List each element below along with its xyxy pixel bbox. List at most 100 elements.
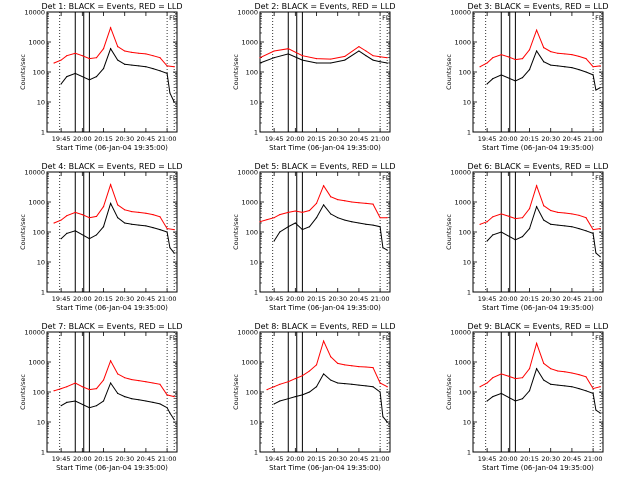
- events-data-point: [173, 101, 175, 103]
- y-tick-label: 10000: [237, 9, 258, 17]
- flag-marker: FL: [382, 14, 390, 22]
- x-tick-label: 20:45: [563, 135, 582, 143]
- lld-data-point: [124, 209, 126, 211]
- events-data-point: [308, 226, 311, 228]
- events-data-point: [486, 240, 488, 242]
- events-data-point: [315, 62, 318, 64]
- events-data-point: [337, 382, 339, 384]
- events-series-line: [486, 49, 601, 91]
- events-series-line: [259, 50, 388, 64]
- lld-data-point: [492, 57, 494, 59]
- events-data-point: [585, 390, 587, 392]
- lld-data-point: [578, 374, 580, 376]
- events-data-point: [124, 63, 126, 65]
- y-axis-label: Counts/sec: [19, 374, 27, 410]
- chart-panel-1: Det 1: BLACK = Events, RED = LLD 1 10 100 10…: [19, 2, 182, 152]
- y-tick-label: 10: [463, 259, 471, 267]
- events-series-line: [486, 367, 601, 414]
- plot-frame: [259, 11, 391, 133]
- lld-data-point: [102, 379, 105, 381]
- events-data-point: [543, 379, 545, 381]
- y-tick-label: 10000: [237, 329, 258, 337]
- plot-frame: [472, 331, 604, 453]
- events-data-point: [102, 226, 105, 228]
- events-data-point: [535, 368, 538, 370]
- events-data-point: [166, 72, 168, 74]
- events-data-point: [88, 79, 90, 81]
- lld-data-point: [138, 211, 140, 214]
- lld-data-point: [592, 229, 594, 231]
- events-data-point: [330, 213, 332, 215]
- lld-data-point: [152, 55, 154, 57]
- y-axis-label: Counts/sec: [445, 214, 453, 250]
- events-data-point: [308, 391, 311, 393]
- chart-panel-6: Det 6: BLACK = Events, RED = LLD 1 10 100 10…: [445, 162, 608, 312]
- events-data-point: [543, 219, 545, 221]
- events-data-point: [166, 407, 168, 409]
- lld-data-point: [337, 362, 339, 364]
- lld-data-point: [279, 214, 281, 216]
- chart-title: Det 1: BLACK = Events, RED = LLD: [42, 2, 183, 11]
- events-data-point: [279, 400, 281, 402]
- x-tick-label: 20:15: [307, 295, 326, 303]
- events-data-point: [595, 409, 597, 411]
- events-data-point: [535, 50, 538, 52]
- lld-data-point: [124, 50, 126, 52]
- lld-data-point: [74, 382, 76, 384]
- events-data-point: [273, 403, 275, 405]
- events-data-point: [102, 400, 105, 402]
- lld-data-point: [514, 377, 516, 380]
- lld-data-point: [535, 185, 538, 187]
- lld-data-point: [379, 56, 381, 58]
- lld-data-point: [159, 216, 161, 218]
- events-data-point: [386, 249, 388, 251]
- lld-data-point: [557, 211, 559, 214]
- x-tick-label: 20:00: [73, 135, 92, 143]
- lld-data-point: [109, 27, 112, 29]
- chart-panel-8: Det 8: BLACK = Events, RED = LLD 1 10 100 10…: [232, 322, 395, 472]
- lld-data-point: [124, 377, 126, 379]
- lld-data-point: [60, 59, 62, 61]
- events-data-point: [344, 59, 346, 61]
- events-data-point: [138, 399, 140, 401]
- lld-data-point: [102, 206, 105, 208]
- lld-data-point: [173, 229, 175, 231]
- events-data-point: [365, 385, 367, 387]
- events-data-point: [382, 416, 384, 418]
- events-data-point: [173, 419, 175, 421]
- lld-data-point: [535, 29, 538, 31]
- events-data-point: [60, 83, 62, 85]
- lld-series-line: [53, 26, 175, 68]
- lld-data-point: [571, 213, 573, 215]
- lld-data-point: [351, 201, 353, 203]
- lld-data-point: [379, 217, 381, 219]
- events-data-point: [578, 227, 580, 230]
- lld-data-point: [564, 212, 566, 214]
- lld-data-point: [266, 389, 268, 391]
- events-data-point: [550, 223, 552, 225]
- events-data-point: [521, 236, 524, 238]
- lld-data-point: [95, 57, 98, 59]
- flag-marker: FL: [595, 14, 603, 22]
- events-data-point: [358, 222, 360, 224]
- lld-data-point: [571, 372, 573, 374]
- lld-data-point: [535, 342, 538, 344]
- events-data-point: [382, 247, 384, 249]
- plot-frame: [472, 11, 604, 133]
- events-data-point: [152, 67, 154, 70]
- y-tick-label: 1: [467, 129, 471, 137]
- x-tick-label: 21:00: [158, 455, 177, 463]
- lld-data-point: [550, 209, 552, 212]
- events-data-point: [521, 398, 524, 400]
- chart-panel-5: Det 5: BLACK = Events, RED = LLD 1 10 100 10…: [232, 162, 395, 312]
- x-tick-label: 20:15: [520, 455, 539, 463]
- lld-data-point: [564, 53, 566, 55]
- x-tick-label: 21:00: [584, 295, 603, 303]
- events-data-point: [273, 57, 275, 59]
- events-data-point: [550, 383, 552, 385]
- events-data-point: [109, 202, 112, 204]
- x-tick-label: 19:45: [52, 455, 71, 463]
- lld-data-point: [330, 58, 332, 60]
- lld-data-point: [279, 383, 281, 385]
- x-tick-label: 19:45: [52, 295, 71, 303]
